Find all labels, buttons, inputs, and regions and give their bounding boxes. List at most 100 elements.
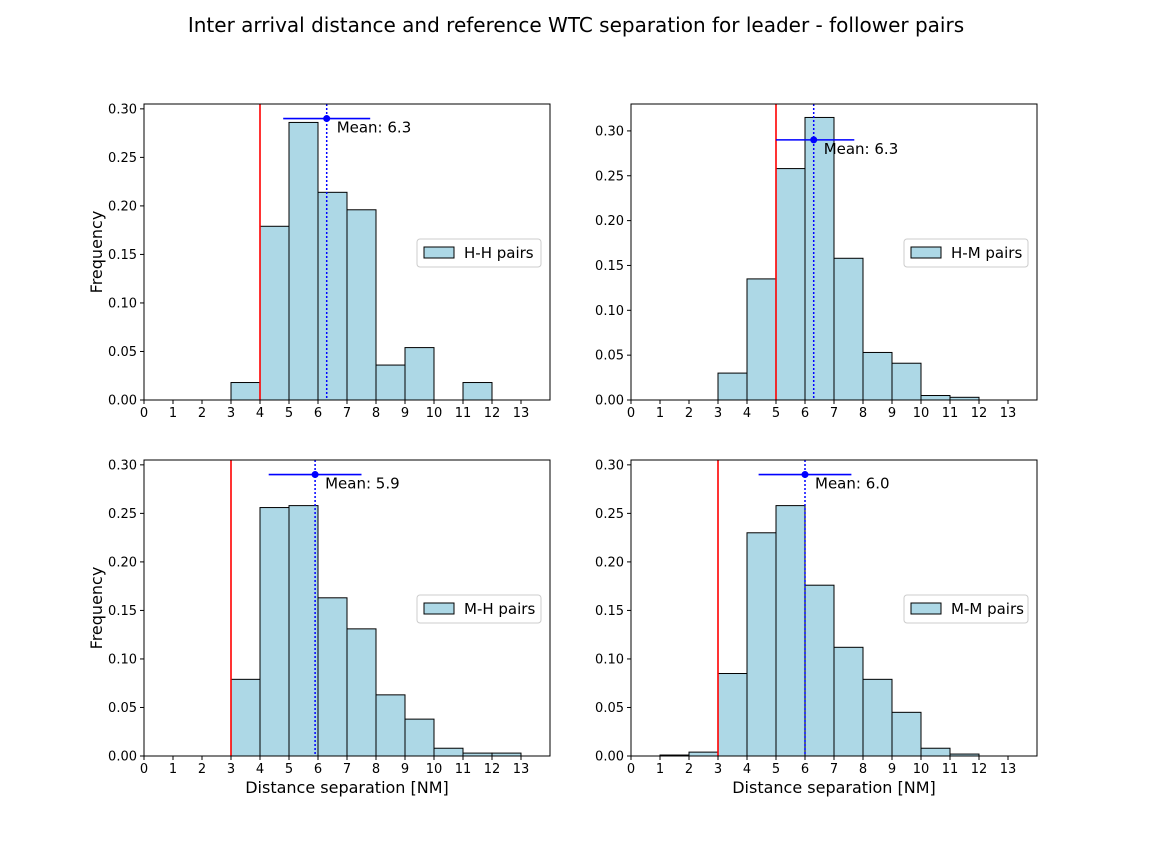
- x-tick-label: 12: [484, 406, 501, 421]
- x-tick-label: 0: [140, 406, 148, 421]
- histogram-bar: [230, 382, 261, 401]
- y-tick-label: 0.00: [595, 394, 624, 409]
- x-axis-label: Distance separation [NM]: [732, 778, 936, 797]
- x-tick-label: 5: [285, 762, 293, 777]
- subplot-grid: Mean: 6.30 1 2 3 4 5 6 7 8 9 10 11 12 130.000.050.100…: [87, 102, 1038, 797]
- histogram-bar: [717, 673, 748, 757]
- x-tick-label: 7: [830, 762, 838, 777]
- histogram-bar: [862, 351, 893, 401]
- legend-swatch: [910, 246, 942, 259]
- histogram-bar: [462, 382, 493, 401]
- x-tick-label: 3: [227, 762, 235, 777]
- legend-swatch: [423, 602, 455, 615]
- mean-label: Mean: 5.9: [325, 475, 400, 493]
- x-tick-label: 12: [484, 762, 501, 777]
- figure-title: Inter arrival distance and reference WTC…: [188, 13, 964, 37]
- x-tick-label: 1: [656, 406, 664, 421]
- legend-label: H-H pairs: [464, 244, 534, 262]
- x-tick-label: 1: [169, 406, 177, 421]
- x-tick-label: 9: [888, 406, 896, 421]
- histogram-bar: [891, 362, 922, 401]
- y-tick-label: 0.25: [108, 507, 137, 522]
- x-tick-label: 3: [714, 762, 722, 777]
- y-axis-label: Frequency: [87, 211, 106, 294]
- x-tick-label: 4: [743, 762, 751, 777]
- x-tick-label: 6: [801, 762, 809, 777]
- histogram-bar: [804, 116, 835, 401]
- histogram-bar: [746, 278, 777, 401]
- legend: H-M pairs: [903, 238, 1029, 268]
- histogram-bar: [891, 711, 922, 757]
- legend-box: [903, 594, 1029, 624]
- histogram-bar: [346, 209, 377, 401]
- histogram-bar: [862, 678, 893, 757]
- x-tick-label: 8: [859, 406, 867, 421]
- y-tick-label: 0.20: [595, 214, 624, 229]
- x-tick-label: 8: [372, 406, 380, 421]
- x-tick-label: 6: [801, 406, 809, 421]
- histogram-bar: [775, 505, 806, 757]
- y-tick-label: 0.30: [108, 458, 137, 473]
- histogram-bar: [833, 646, 864, 757]
- x-tick-label: 4: [256, 762, 264, 777]
- histogram-bar: [375, 364, 406, 401]
- y-tick-label: 0.25: [595, 169, 624, 184]
- legend-label: H-M pairs: [951, 244, 1022, 262]
- subplot-bottom-right: Mean: 6.00 1 2 3 4 5 6 7 8 9 10 11 12 130.000.050.100…: [595, 458, 1038, 797]
- x-tick-label: 10: [426, 406, 443, 421]
- y-tick-label: 0.25: [108, 151, 137, 166]
- x-tick-label: 13: [513, 762, 530, 777]
- x-tick-label: 0: [627, 762, 635, 777]
- x-tick-label: 13: [1000, 762, 1017, 777]
- histogram-bar: [746, 532, 777, 757]
- legend: M-M pairs: [903, 594, 1029, 624]
- legend: H-H pairs: [416, 238, 542, 268]
- x-tick-label: 5: [772, 762, 780, 777]
- legend-label: M-M pairs: [951, 600, 1024, 618]
- x-tick-label: 9: [401, 406, 409, 421]
- y-tick-label: 0.30: [108, 102, 137, 117]
- x-tick-label: 8: [372, 762, 380, 777]
- legend-swatch: [423, 246, 455, 259]
- y-tick-label: 0.10: [595, 304, 624, 319]
- legend-box: [903, 238, 1029, 268]
- x-tick-label: 3: [227, 406, 235, 421]
- legend-box: [416, 594, 542, 624]
- x-tick-label: 7: [830, 406, 838, 421]
- histogram-bar: [833, 257, 864, 401]
- mean-marker: [323, 115, 331, 123]
- y-tick-label: 0.30: [595, 458, 624, 473]
- legend-swatch: [910, 602, 942, 615]
- mean-marker: [801, 471, 809, 479]
- y-tick-label: 0.00: [108, 394, 137, 409]
- y-tick-label: 0.15: [108, 248, 137, 263]
- histogram-bar: [433, 747, 464, 757]
- x-tick-label: 4: [743, 406, 751, 421]
- mean-label: Mean: 6.3: [337, 119, 412, 137]
- x-tick-label: 12: [971, 406, 988, 421]
- y-tick-label: 0.10: [108, 652, 137, 667]
- histogram-bar: [259, 507, 290, 757]
- y-tick-label: 0.00: [108, 750, 137, 765]
- histogram-bar: [288, 505, 319, 757]
- x-tick-label: 0: [140, 762, 148, 777]
- x-tick-label: 3: [714, 406, 722, 421]
- x-tick-label: 11: [455, 762, 472, 777]
- x-tick-label: 9: [888, 762, 896, 777]
- x-tick-label: 5: [285, 406, 293, 421]
- x-tick-label: 6: [314, 406, 322, 421]
- histogram-bar: [259, 225, 290, 401]
- histogram-bar: [317, 191, 348, 401]
- x-tick-label: 7: [343, 406, 351, 421]
- x-tick-label: 2: [198, 762, 206, 777]
- x-tick-label: 9: [401, 762, 409, 777]
- y-tick-label: 0.25: [595, 507, 624, 522]
- x-tick-label: 11: [942, 762, 959, 777]
- x-tick-label: 8: [859, 762, 867, 777]
- x-tick-label: 6: [314, 762, 322, 777]
- histogram-bar: [775, 168, 806, 401]
- histogram-bar: [920, 395, 951, 401]
- histogram-bar: [317, 597, 348, 757]
- x-tick-label: 0: [627, 406, 635, 421]
- mean-label: Mean: 6.3: [824, 140, 899, 158]
